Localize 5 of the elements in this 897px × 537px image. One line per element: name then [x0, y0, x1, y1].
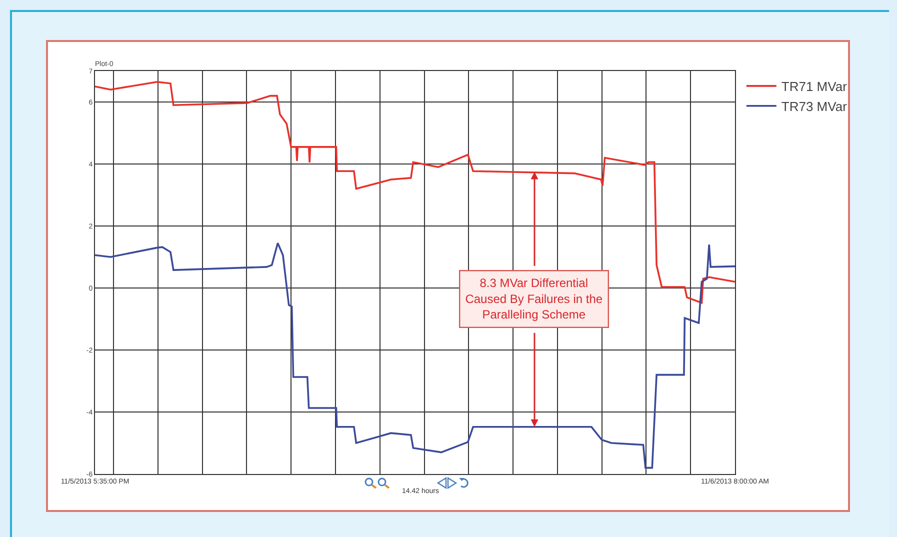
- annotation: 8.3 MVar Differential Caused By Failures in the Paralleling Scheme: [465, 276, 603, 322]
- legend-label: TR73 MVar: [781, 98, 848, 114]
- line-series: [95, 80, 735, 304]
- legend-label: TR71 MVar: [781, 79, 848, 94]
- line-series: [95, 242, 735, 469]
